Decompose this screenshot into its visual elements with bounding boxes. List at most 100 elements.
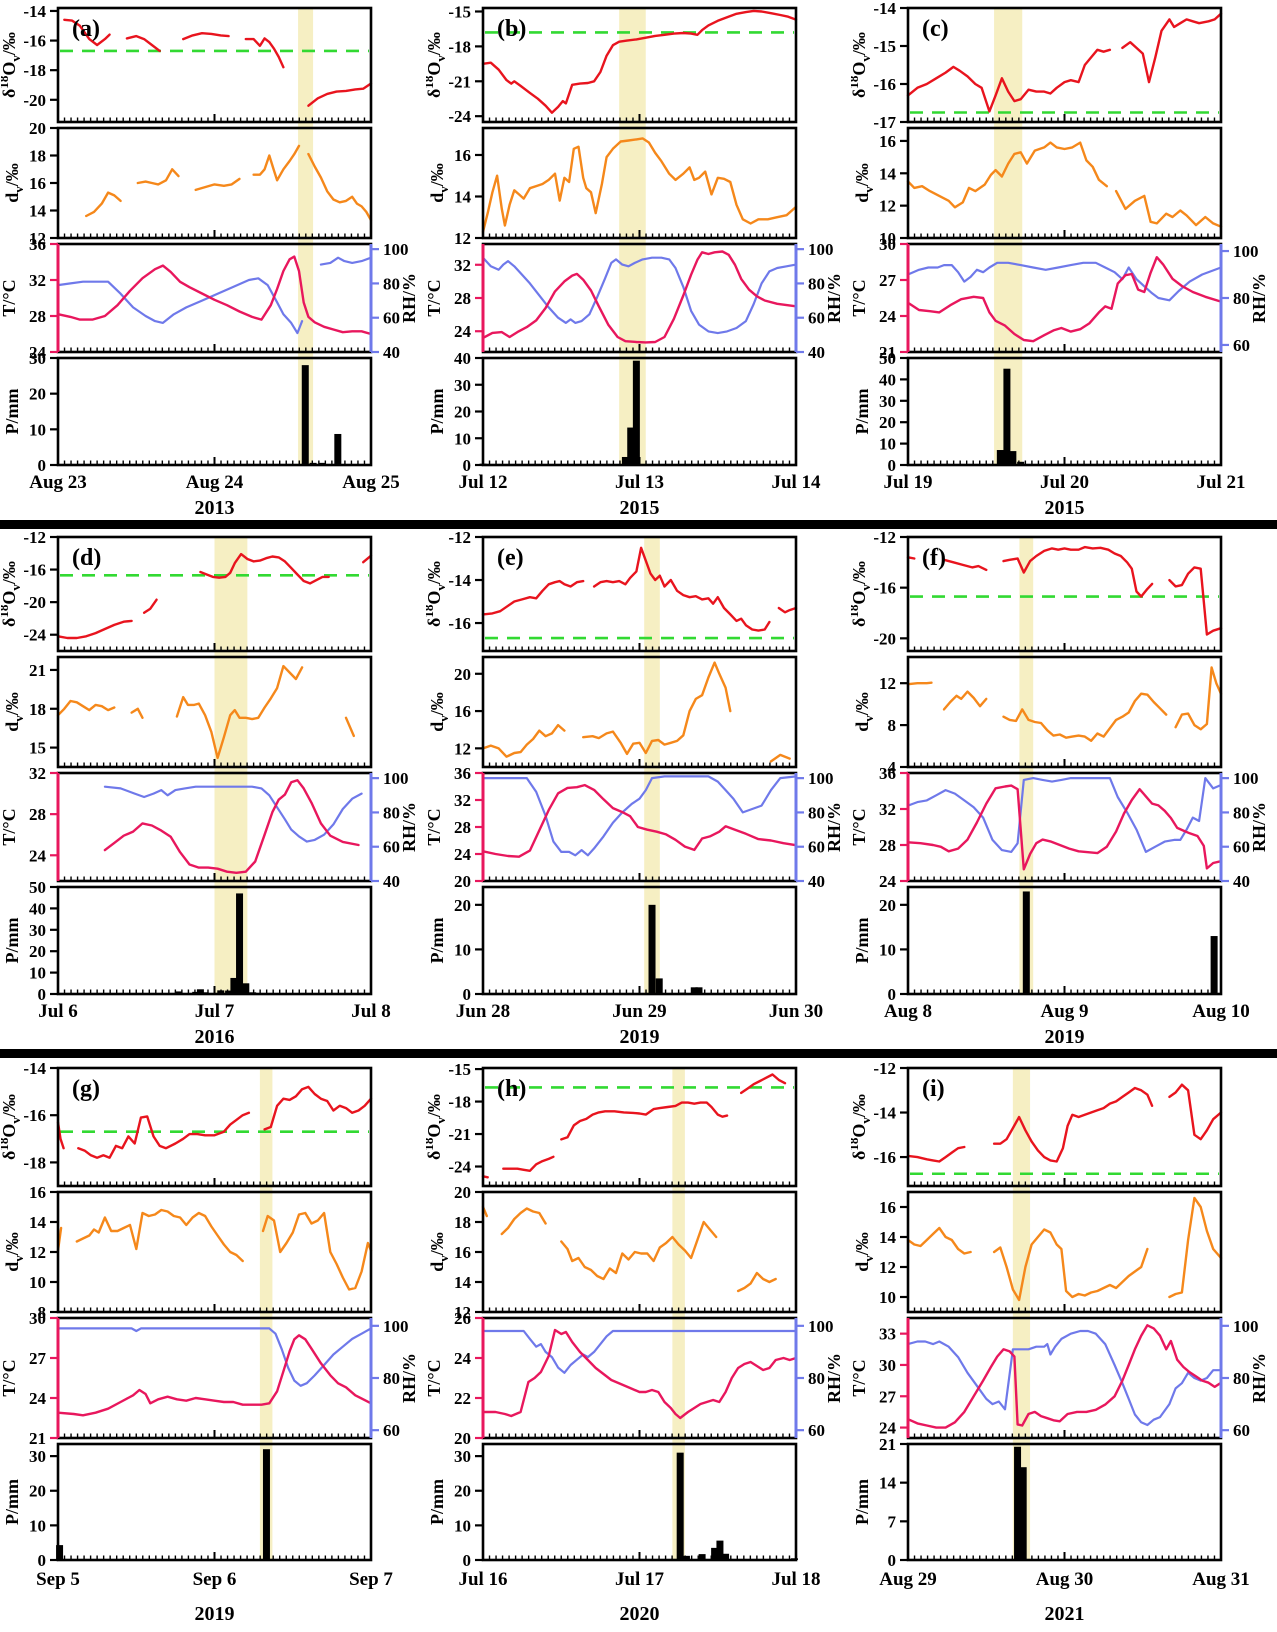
dv-axis-label: dv/‰ bbox=[852, 1232, 876, 1272]
dv-line bbox=[906, 141, 1109, 209]
y-tick-label: 24 bbox=[454, 322, 472, 341]
d18o-axis-label: δ18Ov/‰ bbox=[426, 32, 448, 98]
y-tick-label: 14 bbox=[879, 1228, 897, 1247]
precip-bar bbox=[1210, 936, 1218, 994]
y-tick-label: 0 bbox=[463, 456, 472, 475]
y-tick-label: 50 bbox=[29, 878, 46, 897]
precip-bar bbox=[196, 989, 204, 994]
rh-axis-label: RH/% bbox=[1249, 1353, 1269, 1403]
y-tick-label: -15 bbox=[873, 37, 896, 56]
rh-axis-label: RH/% bbox=[824, 1353, 844, 1403]
rh-axis-label: RH/% bbox=[399, 1353, 419, 1403]
rh-line bbox=[481, 256, 798, 335]
y-tick-label: 24 bbox=[879, 1419, 897, 1438]
x-tick-label: Jul 7 bbox=[195, 1001, 235, 1022]
row-separator-2 bbox=[0, 1049, 1277, 1058]
t-rh-subplot: 24 28 32 40 60 80 100 T/°C RH/% bbox=[1, 764, 419, 891]
t-line bbox=[481, 250, 798, 344]
d18o-line bbox=[777, 606, 798, 614]
subplot-frame bbox=[481, 655, 798, 769]
y-tick-label: 100 bbox=[808, 1317, 834, 1336]
y-tick-label: 10 bbox=[879, 940, 896, 959]
x-tick-label: Aug 30 bbox=[1036, 1569, 1094, 1590]
p-subplot: 0 7 14 21 P/mm bbox=[852, 1435, 1223, 1570]
panel-label: (d) bbox=[72, 545, 101, 571]
y-tick-label: -12 bbox=[23, 529, 46, 547]
y-tick-label: 27 bbox=[879, 271, 897, 290]
y-tick-label: 10 bbox=[29, 420, 46, 439]
y-tick-label: 12 bbox=[454, 229, 471, 248]
subplot-frame bbox=[906, 1442, 1223, 1562]
y-tick-label: 100 bbox=[1233, 1317, 1259, 1336]
precip-bar bbox=[716, 1540, 724, 1560]
dv-line bbox=[1002, 692, 1168, 743]
y-tick-label: 20 bbox=[454, 1482, 471, 1501]
rh-line bbox=[906, 261, 1223, 302]
precip-bar bbox=[236, 893, 244, 994]
y-tick-label: 22 bbox=[454, 1389, 471, 1408]
y-tick-label: 28 bbox=[454, 818, 471, 837]
y-tick-label: 80 bbox=[1233, 289, 1250, 308]
subplot-frame bbox=[481, 1442, 798, 1562]
y-tick-label: 12 bbox=[454, 739, 471, 758]
precip-bar bbox=[655, 978, 663, 994]
x-tick-label: Aug 8 bbox=[884, 1001, 932, 1022]
t-line bbox=[906, 256, 1223, 343]
dv-line bbox=[481, 723, 566, 758]
x-tick-label: Jul 16 bbox=[458, 1569, 507, 1590]
x-tick-label: Sep 6 bbox=[193, 1569, 237, 1590]
y-tick-label: -15 bbox=[448, 1060, 471, 1079]
y-tick-label: 30 bbox=[29, 1309, 46, 1328]
dv-line bbox=[736, 1271, 777, 1293]
y-tick-label: 21 bbox=[879, 1435, 896, 1454]
y-tick-label: 18 bbox=[454, 1213, 471, 1232]
precip-bar bbox=[1009, 451, 1017, 465]
t-rh-subplot: 20 24 28 32 36 40 60 80 100 T/°C RH/% bbox=[426, 764, 844, 891]
dv-subplot: 8 10 12 14 16 dv/‰ bbox=[2, 1183, 373, 1322]
precip-bar bbox=[690, 987, 698, 994]
p-subplot: 0 10 20 30 P/mm bbox=[2, 1442, 373, 1570]
subplot-frame bbox=[56, 6, 373, 124]
rh-line bbox=[481, 775, 798, 857]
d18o-axis-label: δ18Ov/‰ bbox=[1, 32, 23, 98]
y-tick-label: -12 bbox=[873, 529, 896, 547]
x-tick-label: Jun 30 bbox=[769, 1001, 823, 1022]
d18o-line bbox=[307, 82, 373, 107]
y-tick-label: 12 bbox=[879, 674, 896, 693]
y-tick-label: 14 bbox=[879, 1474, 897, 1493]
year-label: 2019 bbox=[1045, 1026, 1085, 1048]
x-tick-label: Jul 13 bbox=[615, 472, 664, 493]
precip-bar bbox=[301, 365, 309, 465]
subplot-frame bbox=[56, 242, 373, 354]
d18o-axis-label: δ18Ov/‰ bbox=[851, 561, 873, 627]
dv-line bbox=[307, 152, 373, 222]
y-tick-label: 80 bbox=[383, 1369, 400, 1388]
y-tick-label: 16 bbox=[454, 702, 471, 721]
y-tick-label: 32 bbox=[454, 791, 471, 810]
t-rh-subplot: 21 24 27 30 60 80 100 T/°C RH/% bbox=[1, 1309, 419, 1448]
d18o-line bbox=[244, 37, 285, 69]
y-tick-label: -24 bbox=[448, 1158, 471, 1177]
dv-line bbox=[344, 716, 355, 738]
y-tick-label: 14 bbox=[454, 1273, 472, 1292]
p-axis-label: P/mm bbox=[427, 1479, 447, 1525]
dv-axis-label: dv/‰ bbox=[427, 163, 451, 203]
y-tick-label: 80 bbox=[1233, 803, 1250, 822]
precip-bar bbox=[632, 360, 640, 465]
subplot-frame bbox=[906, 535, 1223, 653]
y-tick-label: 33 bbox=[879, 1325, 896, 1344]
precip-bar bbox=[56, 1545, 64, 1560]
y-tick-label: 10 bbox=[454, 429, 471, 448]
year-label: 2015 bbox=[1045, 497, 1085, 519]
panel-label: (b) bbox=[497, 16, 526, 42]
d18o-line bbox=[906, 1145, 966, 1163]
dv-line bbox=[252, 144, 301, 182]
y-tick-label: -15 bbox=[448, 2, 471, 21]
y-tick-label: 12 bbox=[29, 229, 46, 248]
d18o-line bbox=[942, 558, 988, 572]
dv-line bbox=[56, 699, 116, 717]
y-tick-label: 0 bbox=[463, 1551, 472, 1570]
y-tick-label: -17 bbox=[873, 113, 896, 132]
